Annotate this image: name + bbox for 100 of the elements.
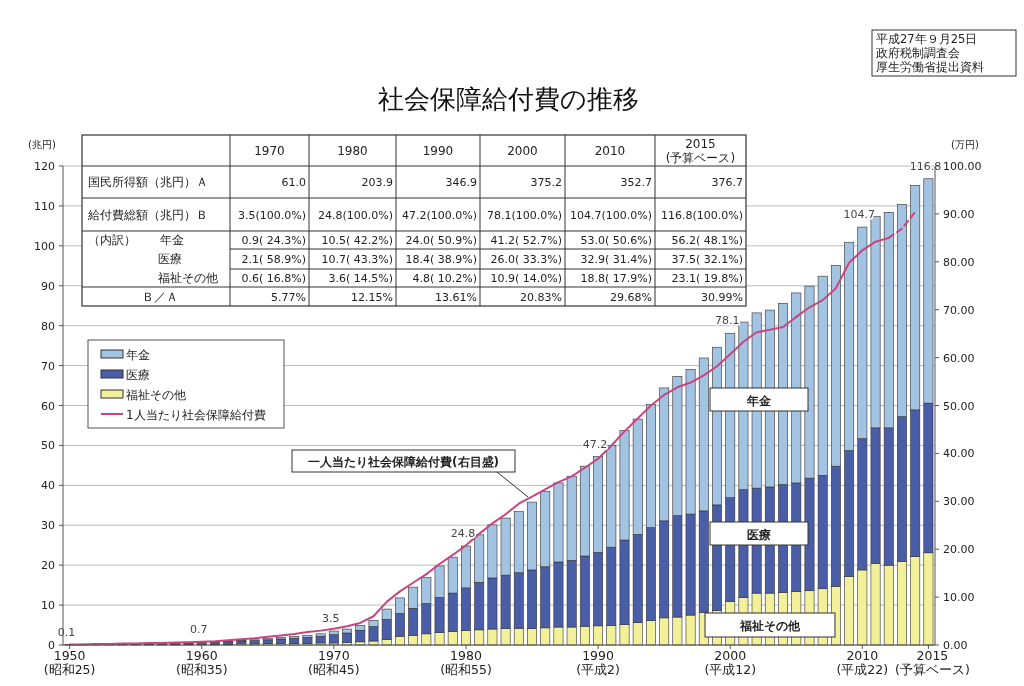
y-tick-label: 20 — [41, 559, 55, 573]
total-label: 24.8 — [450, 527, 476, 541]
annotation: 13.61% — [435, 290, 477, 304]
legend-label: 年金 — [126, 348, 150, 362]
total-label: 0.7 — [189, 623, 208, 637]
annotation: 116.8(100.0%) — [660, 208, 743, 222]
annotation: 3.6( 14.5%) — [328, 272, 393, 285]
annotation: 61.0 — [281, 176, 306, 189]
x-tick-label: 1960 (昭和35) — [175, 648, 228, 678]
y2-tick-label: 50.00 — [943, 399, 975, 413]
y2-tick-label: 80.00 — [943, 255, 975, 269]
y-tick-label: 30 — [41, 519, 55, 533]
annotation: （内訳） 年金 — [88, 233, 184, 247]
text: 政府税制調査会 — [876, 46, 960, 60]
y2-tick-label: 40.00 — [943, 447, 975, 461]
text: 1990 — [422, 143, 454, 158]
annotation: 2.1( 58.9%) — [241, 253, 306, 266]
callout-medical: 医療 — [709, 521, 809, 546]
annotation: 203.9 — [361, 176, 393, 189]
y2-tick-label: 90.00 — [943, 207, 975, 221]
total-label: 0.1 — [57, 625, 76, 639]
text: 2000 — [507, 143, 538, 158]
text: 平成27年９月25日 — [876, 32, 978, 46]
y2-tick-label: 60.00 — [943, 351, 975, 365]
legend-label: 福祉その他 — [126, 388, 186, 402]
annotation: 年金 — [746, 393, 772, 408]
callout-welfare: 福祉その他 — [704, 612, 836, 638]
total-label: 47.2 — [582, 437, 608, 451]
annotation: 12.15% — [351, 290, 393, 304]
y2-tick-label: 10.00 — [943, 591, 975, 605]
x-tick-label: 2010 (平成22) — [836, 648, 889, 678]
annotation: 376.7 — [711, 176, 743, 189]
text: 1970 — [254, 143, 285, 158]
total-label: 104.7 — [843, 208, 876, 222]
annotation: 29.68% — [610, 290, 652, 304]
y-tick-label: 110 — [34, 199, 55, 213]
annotation: 104.7(100.0%) — [569, 208, 652, 222]
y-axis-title: (兆円) — [28, 139, 56, 150]
y-tick-label: 40 — [41, 479, 55, 493]
y-tick-label: 100 — [34, 239, 55, 253]
annotation: 47.2(100.0%) — [401, 208, 477, 222]
text: 2015 (予算ベース) — [665, 137, 736, 165]
annotation: 一人当たり社会保障給付費(右目盛) — [308, 455, 499, 469]
annotation: 給付費総額（兆円）Ｂ — [87, 207, 208, 222]
annotation: 346.9 — [445, 176, 477, 189]
annotation: 0.9( 24.3%) — [241, 234, 306, 247]
y2-axis-title: (万円) — [951, 139, 979, 150]
chart-title: 社会保障給付費の推移 — [377, 84, 639, 114]
y-tick-label: 80 — [41, 319, 55, 333]
legend-label: 1人当たり社会保障給付費 — [126, 408, 266, 422]
y2-tick-label: 100.00 — [943, 160, 982, 173]
annotation: 24.0( 50.9%) — [405, 234, 477, 247]
annotation: 福祉その他 — [739, 619, 801, 633]
text: 2010 — [594, 143, 626, 158]
annotation: 53.0( 50.6%) — [580, 234, 652, 247]
annotation: Ｂ／Ａ — [142, 289, 178, 304]
annotation: 0.6( 16.8%) — [241, 272, 306, 285]
annotation: 375.2 — [530, 176, 562, 189]
annotation: 国民所得額（兆円）Ａ — [88, 175, 208, 189]
annotation: 41.2( 52.7%) — [490, 234, 562, 247]
annotation: 352.7 — [620, 176, 652, 189]
annotation: 10.7( 43.3%) — [321, 253, 393, 266]
annotation: 26.0( 33.3%) — [490, 253, 562, 266]
x-tick-label: 1990 (平成2) — [576, 648, 620, 678]
annotation: 24.8(100.0%) — [317, 208, 393, 222]
annotation: 32.9( 31.4%) — [580, 253, 652, 266]
annotation: 10.9( 14.0%) — [490, 272, 562, 285]
annotation: 福祉その他 — [158, 271, 218, 285]
legend-label: 医療 — [126, 368, 150, 382]
annotation: 3.5(100.0%) — [237, 208, 306, 222]
annotation: 18.8( 17.9%) — [580, 272, 652, 285]
x-tick-label: 1970 (昭和45) — [308, 648, 360, 678]
y-tick-label: 70 — [41, 359, 55, 373]
y-tick-label: 10 — [41, 599, 55, 613]
y2-tick-label: 30.00 — [943, 495, 975, 509]
y-tick-label: 60 — [41, 399, 55, 413]
total-label: 116.8 — [909, 159, 942, 173]
y2-tick-label: 70.00 — [943, 303, 975, 317]
y2-tick-label: 20.00 — [943, 543, 975, 557]
annotation: 18.4( 38.9%) — [405, 253, 477, 266]
annotation: 30.99% — [701, 290, 743, 304]
annotation: 4.8( 10.2%) — [412, 272, 477, 285]
text: 1980 — [337, 143, 368, 158]
y-tick-label: 90 — [41, 279, 55, 293]
annotation: 5.77% — [271, 290, 306, 304]
y-tick-label: 50 — [41, 439, 55, 453]
total-label: 3.5 — [322, 612, 340, 626]
annotation: 37.5( 32.1%) — [671, 253, 743, 266]
text: 厚生労働省提出資料 — [876, 60, 984, 74]
annotation: 20.83% — [520, 290, 562, 304]
y-tick-label: 120 — [34, 160, 55, 173]
annotation: 23.1( 19.8%) — [671, 272, 743, 285]
total-label: 78.1 — [714, 314, 740, 328]
annotation: 56.2( 48.1%) — [671, 234, 743, 247]
x-tick-label: 1980 (昭和55) — [440, 648, 492, 678]
x-tick-label: 2000 (平成12) — [704, 648, 757, 678]
annotation: 10.5( 42.2%) — [321, 234, 393, 247]
callout-pension: 年金 — [709, 387, 809, 412]
annotation: 医療 — [158, 252, 182, 266]
annotation: 医療 — [747, 527, 771, 542]
